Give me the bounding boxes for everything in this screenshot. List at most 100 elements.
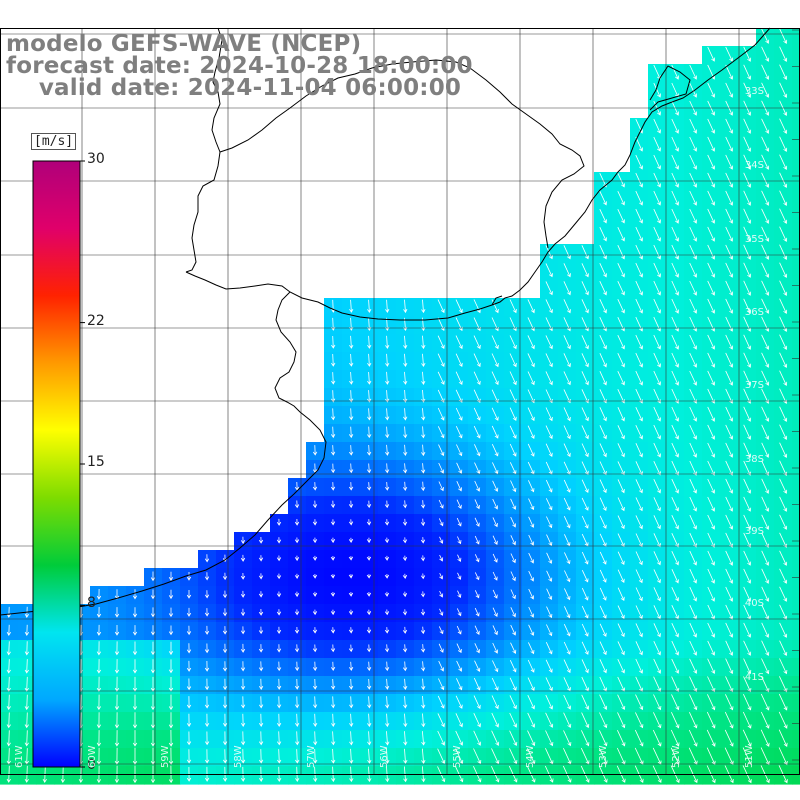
wind-arrow <box>671 712 680 729</box>
wind-arrow <box>725 568 733 584</box>
wind-arrow <box>349 390 354 403</box>
wind-arrow <box>761 190 770 206</box>
wind-arrow <box>546 606 553 619</box>
wind-arrow <box>689 154 697 170</box>
wind-arrow <box>725 280 734 296</box>
wind-arrow <box>581 641 589 655</box>
wind-arrow <box>563 245 571 260</box>
wind-arrow <box>403 444 408 456</box>
wind-arrow <box>455 371 463 386</box>
wind-arrow <box>492 642 499 654</box>
wind-arrow <box>635 172 643 188</box>
wind-arrow <box>258 731 264 746</box>
wind-arrow <box>528 570 534 582</box>
wind-arrow <box>348 609 354 616</box>
wind-arrow <box>581 245 589 260</box>
wind-arrow <box>653 280 661 296</box>
wind-arrow <box>653 533 661 548</box>
wind-arrow <box>707 568 715 584</box>
wind-arrow <box>330 696 336 709</box>
wind-arrow <box>599 335 607 350</box>
wind-arrow <box>760 747 770 766</box>
wind-arrow <box>277 749 282 764</box>
wind-arrow <box>473 695 481 710</box>
wind-arrow <box>168 625 174 636</box>
wind-arrow <box>779 550 788 566</box>
wind-arrow <box>367 390 372 403</box>
wind-arrow <box>617 407 625 422</box>
wind-arrow <box>581 730 590 747</box>
wind-arrow <box>24 641 30 656</box>
wind-arrow <box>761 550 770 566</box>
wind-arrow <box>384 661 390 672</box>
longitude-label: 55W <box>452 745 463 768</box>
wind-arrow <box>581 587 589 601</box>
wind-arrow <box>403 426 408 439</box>
wind-arrow <box>403 371 408 385</box>
wind-arrow <box>24 694 29 711</box>
wind-arrow <box>725 154 734 170</box>
wind-arrow <box>761 568 770 584</box>
wind-arrow <box>563 497 571 511</box>
wind-arrow <box>671 82 679 98</box>
wind-arrow <box>403 748 408 764</box>
wind-arrow <box>761 154 770 170</box>
wind-arrow <box>725 190 734 206</box>
wind-speed-cell <box>792 334 800 353</box>
wind-speed-cell <box>792 640 800 659</box>
wind-arrow <box>653 406 661 422</box>
wind-arrow <box>366 482 372 491</box>
wind-arrow <box>240 661 246 672</box>
wind-arrow <box>779 568 788 584</box>
wind-arrow <box>150 694 156 711</box>
wind-arrow <box>635 533 643 548</box>
wind-arrow <box>653 226 661 242</box>
wind-arrow <box>779 136 788 153</box>
wind-arrow <box>779 424 788 441</box>
wind-arrow <box>240 731 246 746</box>
wind-arrow <box>707 154 716 170</box>
wind-arrow <box>725 694 734 711</box>
wind-arrow <box>492 462 499 475</box>
wind-arrow <box>599 479 607 494</box>
wind-arrow <box>6 694 11 711</box>
wind-arrow <box>420 518 426 527</box>
wind-arrow <box>689 532 697 548</box>
wind-arrow <box>420 609 426 616</box>
wind-arrow <box>492 517 498 528</box>
wind-arrow <box>168 694 174 711</box>
wind-arrow <box>581 281 589 296</box>
wind-arrow <box>725 334 734 350</box>
wind-arrow <box>331 353 336 367</box>
wind-arrow <box>492 625 498 636</box>
wind-arrow <box>474 572 480 581</box>
wind-arrow <box>473 730 482 746</box>
wind-arrow <box>743 550 752 566</box>
wind-arrow <box>724 729 734 747</box>
wind-arrow <box>743 496 752 512</box>
wind-arrow <box>385 335 390 349</box>
wind-arrow <box>653 370 661 386</box>
wind-arrow <box>456 608 462 617</box>
wind-arrow <box>689 694 698 711</box>
wind-arrow <box>689 226 697 242</box>
wind-arrow <box>707 316 716 332</box>
wind-arrow <box>366 627 372 634</box>
wind-arrow <box>743 226 752 242</box>
wind-arrow <box>132 625 138 636</box>
wind-arrow <box>779 82 788 99</box>
wind-arrow <box>168 729 174 747</box>
wind-arrow <box>653 208 661 224</box>
wind-arrow <box>132 712 138 729</box>
wind-arrow <box>779 280 788 297</box>
wind-arrow <box>114 607 120 618</box>
wind-arrow <box>599 461 607 476</box>
wind-arrow <box>635 280 643 296</box>
wind-arrow <box>545 263 553 278</box>
wind-arrow <box>545 425 553 440</box>
wind-arrow <box>385 371 390 385</box>
wind-arrow <box>402 591 408 598</box>
wind-arrow <box>707 334 716 350</box>
